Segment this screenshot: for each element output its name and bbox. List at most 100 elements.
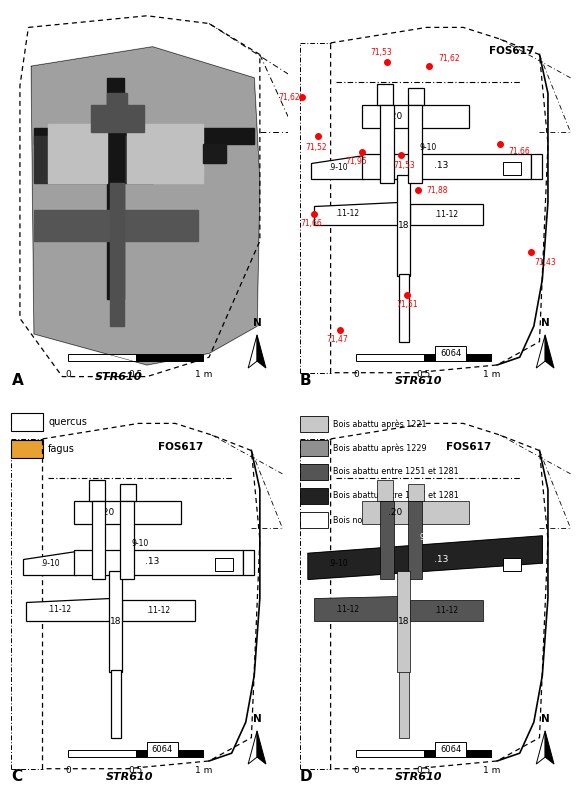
Text: FOS617: FOS617 (446, 442, 492, 452)
Bar (68, 354, 136, 361)
Text: 0: 0 (65, 766, 71, 774)
Text: 9-10: 9-10 (420, 143, 436, 152)
Polygon shape (108, 78, 125, 299)
Bar (377, 480, 393, 501)
Text: .11-12: .11-12 (434, 210, 459, 219)
Text: STR610: STR610 (95, 373, 143, 382)
Text: STR610: STR610 (107, 772, 154, 782)
Text: .13: .13 (434, 554, 448, 564)
Bar (300, 488, 328, 504)
Bar (377, 84, 393, 105)
Bar (147, 742, 178, 757)
Text: 71,52: 71,52 (306, 143, 327, 152)
Bar (120, 501, 134, 578)
Text: N: N (253, 714, 261, 724)
Bar (361, 501, 469, 524)
Text: 18: 18 (110, 617, 122, 626)
Text: .11-12: .11-12 (434, 606, 459, 615)
Bar (136, 750, 203, 757)
Text: .9-10: .9-10 (328, 162, 347, 171)
Text: FOS617: FOS617 (158, 442, 204, 452)
Polygon shape (31, 46, 260, 365)
Text: 0,5: 0,5 (417, 370, 431, 378)
Polygon shape (311, 155, 364, 178)
Bar (424, 354, 491, 361)
Text: quercus: quercus (48, 417, 87, 427)
Polygon shape (545, 731, 554, 764)
Polygon shape (110, 182, 125, 326)
Polygon shape (257, 335, 266, 368)
Bar (300, 464, 328, 480)
Text: .13: .13 (146, 558, 160, 566)
Bar (408, 483, 424, 501)
Text: B: B (300, 374, 311, 388)
Text: D: D (300, 770, 312, 784)
Bar (531, 154, 542, 178)
Text: 6064: 6064 (152, 746, 173, 754)
Polygon shape (127, 105, 144, 132)
Bar (300, 416, 328, 432)
Text: 71,47: 71,47 (327, 335, 349, 344)
Polygon shape (257, 731, 266, 764)
Text: 6064: 6064 (440, 746, 461, 754)
Bar (136, 354, 203, 361)
Polygon shape (248, 731, 257, 764)
Text: .11-12: .11-12 (335, 209, 360, 218)
Bar (300, 440, 328, 456)
Polygon shape (34, 210, 198, 241)
Text: N: N (253, 318, 261, 328)
Text: fagus: fagus (48, 444, 75, 454)
Text: 18: 18 (398, 221, 410, 230)
Polygon shape (127, 125, 203, 182)
Text: 71,66: 71,66 (509, 147, 530, 156)
Text: STR610: STR610 (395, 772, 442, 782)
Bar (243, 550, 254, 574)
Text: Bois non datés: Bois non datés (333, 515, 393, 525)
Bar (408, 105, 422, 182)
Text: .11-12: .11-12 (47, 605, 72, 614)
Bar (122, 600, 195, 622)
Text: C: C (12, 770, 23, 784)
Text: 6064: 6064 (440, 350, 461, 358)
Polygon shape (34, 136, 152, 182)
Bar (410, 204, 483, 226)
Bar (73, 550, 243, 574)
Text: Bois abattu après 1221: Bois abattu après 1221 (333, 419, 427, 429)
Polygon shape (91, 105, 108, 132)
Bar (435, 742, 466, 757)
Polygon shape (536, 335, 545, 368)
Text: .9-10: .9-10 (40, 558, 59, 567)
Text: STR610: STR610 (395, 376, 442, 386)
Bar (397, 175, 410, 276)
Bar (120, 483, 136, 501)
Text: 1 m: 1 m (483, 370, 500, 378)
Bar (89, 480, 105, 501)
Text: .20: .20 (388, 112, 403, 121)
Text: 1 m: 1 m (195, 370, 212, 378)
Bar (503, 162, 521, 175)
Bar (408, 87, 424, 105)
Text: .20: .20 (388, 508, 403, 517)
Text: Bois abattu après 1229: Bois abattu après 1229 (333, 443, 427, 453)
Text: A: A (12, 374, 23, 388)
Bar (397, 571, 410, 672)
Text: 0,5: 0,5 (129, 370, 143, 378)
Text: 71,51: 71,51 (396, 300, 418, 310)
Polygon shape (26, 598, 110, 622)
Bar (380, 501, 393, 578)
Text: 71,43: 71,43 (534, 258, 556, 266)
Polygon shape (536, 731, 545, 764)
Text: .9-10: .9-10 (328, 558, 347, 567)
Text: 9-10: 9-10 (420, 534, 436, 542)
Bar (68, 750, 136, 757)
Bar (111, 670, 121, 738)
Bar (503, 558, 521, 571)
Bar (361, 105, 469, 128)
Bar (424, 750, 491, 757)
Bar (399, 274, 409, 342)
Bar (215, 558, 233, 571)
Bar (73, 501, 181, 524)
Bar (410, 600, 483, 622)
Bar (92, 501, 105, 578)
Text: 18: 18 (398, 617, 410, 626)
